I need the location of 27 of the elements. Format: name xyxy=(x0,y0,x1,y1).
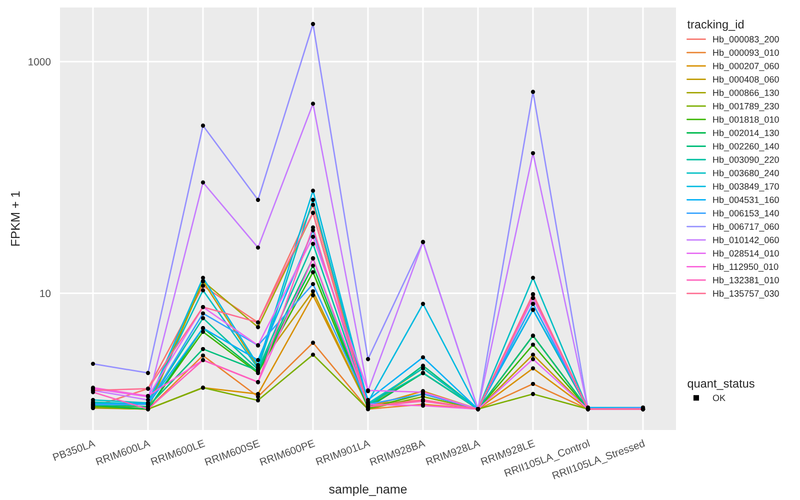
text: OK xyxy=(712,394,726,402)
legend-label: Hb_010142_060 xyxy=(713,236,779,245)
y-axis-title: FPKM + 1 xyxy=(11,191,20,246)
legend-label: Hb_004531_160 xyxy=(713,196,779,205)
legend-label: Hb_028514_010 xyxy=(713,250,779,258)
legend-title: tracking_id xyxy=(687,20,744,31)
legend-label: Hb_006717_060 xyxy=(713,223,779,232)
legend-label: Hb_002014_130 xyxy=(713,129,779,138)
y-tick-label: 10 xyxy=(40,290,51,298)
legend-label: Hb_001789_230 xyxy=(713,102,779,112)
y-tick-label: 1000 xyxy=(28,58,51,66)
legend-label: Hb_003090_220 xyxy=(713,156,779,165)
legend-label: Hb_003849_170 xyxy=(713,183,779,192)
text: quant_status xyxy=(688,380,754,390)
x-axis-title: sample_name xyxy=(329,484,407,496)
legend-label: Hb_000207_060 xyxy=(713,62,779,71)
legend-label: Hb_000408_060 xyxy=(713,76,779,84)
legend-label: Hb_001818_010 xyxy=(713,116,779,124)
legend-label: Hb_002260_140 xyxy=(713,142,779,152)
legend-label: Hb_135757_030 xyxy=(713,290,779,298)
legend-label: Hb_003680_240 xyxy=(713,170,779,178)
legend-label: Hb_112950_010 xyxy=(713,263,778,272)
legend-label: Hb_132381_010 xyxy=(713,276,779,286)
legend-label: Hb_000093_010 xyxy=(713,49,779,58)
legend-label: Hb_006153_140 xyxy=(713,210,779,218)
legend-label: Hb_000083_200 xyxy=(713,36,779,44)
legend-label: Hb_000866_130 xyxy=(713,89,779,98)
